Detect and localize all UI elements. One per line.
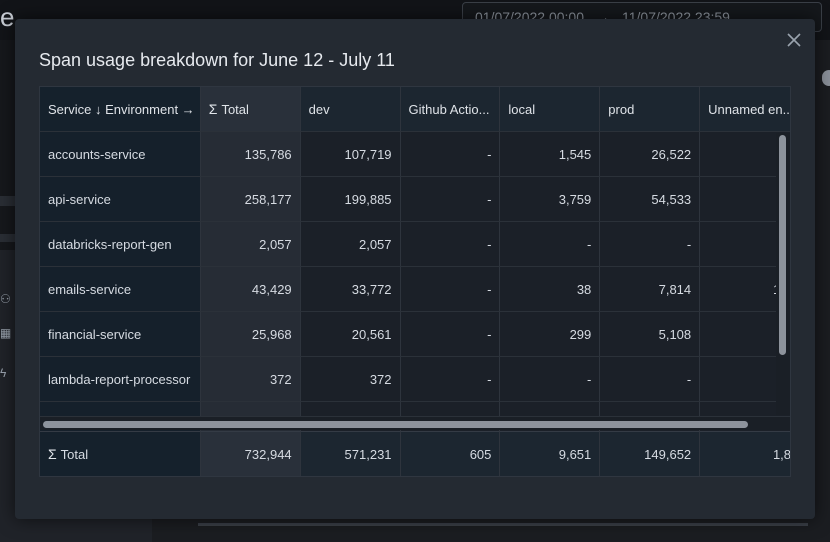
value-cell xyxy=(700,357,790,402)
value-cell: - xyxy=(500,222,601,267)
column-header[interactable]: prod xyxy=(600,87,701,132)
value-cell: 26,522 xyxy=(600,132,701,177)
service-cell: emails-service xyxy=(40,267,201,312)
table-row: api-service 258,177 199,885 - 3,759 54,5… xyxy=(40,177,790,222)
horizontal-scrollbar-thumb[interactable] xyxy=(43,421,748,428)
footer-value-cell: 605 xyxy=(400,431,501,476)
value-cell: 20,561 xyxy=(300,312,401,357)
value-cell: 107,719 xyxy=(300,132,401,177)
app-left-divider xyxy=(0,234,18,242)
value-cell: - xyxy=(400,132,501,177)
vertical-scrollbar-thumb[interactable] xyxy=(779,135,786,355)
app-left-divider xyxy=(0,196,18,206)
value-cell: 54,533 xyxy=(600,177,701,222)
service-cell: databricks-report-gen xyxy=(40,222,201,267)
value-cell: 372 xyxy=(300,357,401,402)
footer-value-cell: 571,231 xyxy=(300,431,401,476)
footer-total-label: Total xyxy=(60,446,89,462)
total-cell: 25,968 xyxy=(200,312,301,357)
close-icon xyxy=(787,33,801,47)
table-header-row: Service ↓ Environment → Σ Total dev Gith… xyxy=(40,87,790,132)
value-cell: - xyxy=(400,312,501,357)
span-usage-modal: Span usage breakdown for June 12 - July … xyxy=(15,19,815,519)
table-row: databricks-report-gen 2,057 2,057 - - - xyxy=(40,222,790,267)
value-cell xyxy=(700,312,790,357)
value-cell: - xyxy=(400,267,501,312)
value-cell: - xyxy=(400,177,501,222)
column-header[interactable]: Unnamed en... xyxy=(700,87,790,132)
footer-total-label-cell: Σ Total xyxy=(40,431,201,476)
value-cell: - xyxy=(400,222,501,267)
table-row: financial-service 25,968 20,561 - 299 5,… xyxy=(40,312,790,357)
value-cell: - xyxy=(500,357,601,402)
value-cell: 1,545 xyxy=(500,132,601,177)
bolt-icon: ϟ xyxy=(0,366,7,380)
value-cell: - xyxy=(600,222,701,267)
footer-value-cell: 9,651 xyxy=(500,431,601,476)
service-cell: accounts-service xyxy=(40,132,201,177)
total-column-label: Total xyxy=(221,101,249,117)
value-cell xyxy=(700,132,790,177)
table-row: lambda-report-processor 372 372 - - - xyxy=(40,357,790,402)
service-cell: lambda-report-processor xyxy=(40,357,201,402)
app-bottom-scrollbar xyxy=(198,523,808,526)
value-cell: - xyxy=(600,357,701,402)
value-cell: 199,885 xyxy=(300,177,401,222)
total-cell: 2,057 xyxy=(200,222,301,267)
value-cell: 2,057 xyxy=(300,222,401,267)
value-cell: 5,108 xyxy=(600,312,701,357)
value-cell xyxy=(700,177,790,222)
total-cell: 258,177 xyxy=(200,177,301,222)
toggle-knob xyxy=(822,70,830,86)
value-cell: 38 xyxy=(500,267,601,312)
value-cell: - xyxy=(400,357,501,402)
usage-table: Service ↓ Environment → Σ Total dev Gith… xyxy=(39,86,791,477)
sigma-icon: Σ xyxy=(48,446,57,462)
grand-total-cell: 732,944 xyxy=(200,431,301,476)
value-cell: 3,759 xyxy=(500,177,601,222)
column-header[interactable]: Github Actio... xyxy=(400,87,501,132)
table-row: accounts-service 135,786 107,719 - 1,545… xyxy=(40,132,790,177)
value-cell: 299 xyxy=(500,312,601,357)
table-row: emails-service 43,429 33,772 - 38 7,814 … xyxy=(40,267,790,312)
sigma-icon: Σ xyxy=(208,101,218,117)
total-cell: 43,429 xyxy=(200,267,301,312)
grid-icon: ▦ xyxy=(0,326,12,340)
footer-value-cell: 1,8 xyxy=(700,431,790,476)
total-cell: 135,786 xyxy=(200,132,301,177)
corner-header[interactable]: Service ↓ Environment → xyxy=(40,87,201,132)
column-header[interactable]: local xyxy=(500,87,601,132)
modal-title: Span usage breakdown for June 12 - July … xyxy=(39,50,395,70)
total-cell: 372 xyxy=(200,357,301,402)
value-cell: 33,772 xyxy=(300,267,401,312)
close-button[interactable] xyxy=(784,30,804,50)
column-header[interactable]: dev xyxy=(300,87,401,132)
value-cell xyxy=(700,222,790,267)
service-cell: financial-service xyxy=(40,312,201,357)
app-title-fragment: e xyxy=(0,2,15,32)
table-footer-row: Σ Total 732,944 571,231 605 9,651 149,65… xyxy=(40,431,790,476)
value-cell: 7,814 xyxy=(600,267,701,312)
total-column-header[interactable]: Σ Total xyxy=(200,87,301,132)
users-icon: ⚇ xyxy=(0,292,11,306)
footer-value-cell: 149,652 xyxy=(600,431,701,476)
service-cell: api-service xyxy=(40,177,201,222)
